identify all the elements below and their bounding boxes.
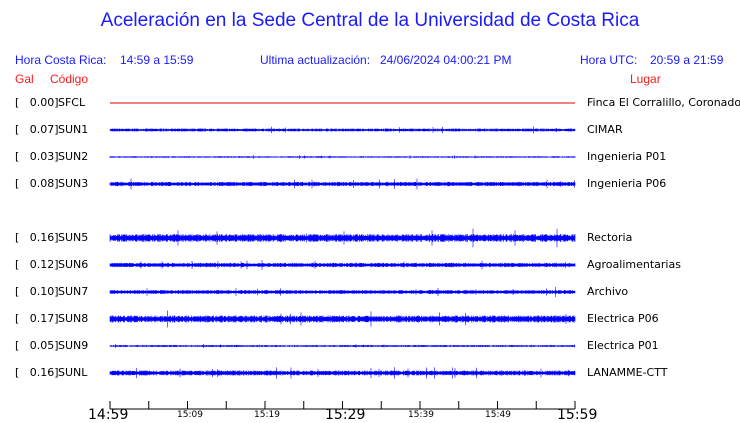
time-axis <box>109 401 576 410</box>
station-gal-value: [ 0.16] <box>15 366 59 379</box>
gal-column-header: Gal <box>15 72 34 86</box>
update-label: Ultima actualización: <box>260 53 371 67</box>
station-place: Archivo <box>587 285 629 298</box>
station-gal-value: [ 0.17] <box>15 312 59 325</box>
axis-label-major: 15:59 <box>557 407 598 423</box>
station-gal-value: [ 0.07] <box>15 123 59 136</box>
trace-sun8 <box>109 310 576 328</box>
station-gal-value: [ 0.03] <box>15 150 59 163</box>
station-place: Rectoria <box>587 231 633 244</box>
axis-label-minor: 15:49 <box>485 410 511 420</box>
station-gal-value: [ 0.05] <box>15 339 59 352</box>
axis-label-minor: 15:39 <box>408 410 434 420</box>
station-code: SUN3 <box>58 177 89 190</box>
station-code: SUN6 <box>58 258 89 271</box>
trace-sun7 <box>109 287 576 297</box>
trace-sun5 <box>109 228 576 248</box>
trace-sun1 <box>109 126 576 134</box>
local-time-range: 14:59 a 15:59 <box>120 53 194 67</box>
axis-label-major: 14:59 <box>88 407 129 423</box>
axis-label-minor: 15:19 <box>254 410 280 420</box>
utc-time-label: Hora UTC: <box>580 53 638 67</box>
trace-sun2 <box>109 155 576 159</box>
local-time-label: Hora Costa Rica: <box>15 53 107 67</box>
station-code: SUN2 <box>58 150 89 163</box>
station-gal-value: [ 0.00] <box>15 96 59 109</box>
station-code: SUN1 <box>58 123 89 136</box>
update-value: 24/06/2024 04:00:21 PM <box>380 53 512 67</box>
station-place: Agroalimentarias <box>587 258 681 271</box>
station-code: SUN7 <box>58 285 89 298</box>
trace-sun3 <box>109 178 576 190</box>
station-code: SUNL <box>58 366 88 379</box>
station-gal-value: [ 0.08] <box>15 177 59 190</box>
station-place: Electrica P06 <box>587 312 659 325</box>
station-gal-value: [ 0.10] <box>15 285 59 298</box>
station-place: Finca El Corralillo, Coronado <box>587 96 740 109</box>
station-place: CIMAR <box>587 123 623 136</box>
trace-sunl <box>109 367 576 379</box>
station-code: SUN5 <box>58 231 89 244</box>
axis-label-minor: 15:09 <box>177 410 203 420</box>
station-gal-value: [ 0.12] <box>15 258 59 271</box>
station-code: SFCL <box>58 96 86 109</box>
code-column-header: Código <box>50 72 89 86</box>
station-place: Ingenieria P01 <box>587 150 667 163</box>
trace-sun9 <box>109 343 576 349</box>
axis-label-major: 15:29 <box>325 407 366 423</box>
station-gal-value: [ 0.16] <box>15 231 59 244</box>
station-code: SUN8 <box>58 312 89 325</box>
utc-time-range: 20:59 a 21:59 <box>650 53 724 67</box>
station-place: Electrica P01 <box>587 339 659 352</box>
station-code: SUN9 <box>58 339 89 352</box>
trace-sun6 <box>109 260 576 270</box>
page-title: Aceleración en la Sede Central de la Uni… <box>100 10 640 31</box>
station-place: Ingenieria P06 <box>587 177 667 190</box>
station-place: LANAMME-CTT <box>587 366 668 379</box>
place-column-header: Lugar <box>630 72 661 86</box>
